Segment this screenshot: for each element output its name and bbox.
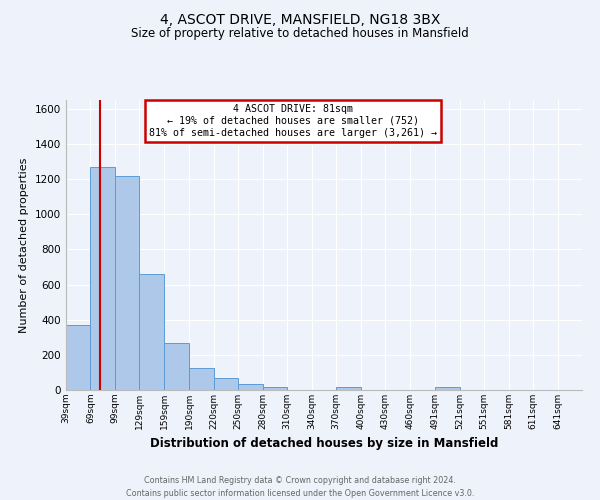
X-axis label: Distribution of detached houses by size in Mansfield: Distribution of detached houses by size … (150, 438, 498, 450)
Bar (435, 388, 460, 390)
Bar (336, 388, 361, 390)
Text: 4 ASCOT DRIVE: 81sqm
← 19% of detached houses are smaller (752)
81% of semi-deta: 4 ASCOT DRIVE: 81sqm ← 19% of detached h… (149, 104, 437, 138)
Text: Contains HM Land Registry data © Crown copyright and database right 2024.: Contains HM Land Registry data © Crown c… (144, 476, 456, 485)
Text: Contains public sector information licensed under the Open Government Licence v3: Contains public sector information licen… (126, 489, 474, 498)
Bar (164, 344, 189, 390)
Text: 4, ASCOT DRIVE, MANSFIELD, NG18 3BX: 4, ASCOT DRIVE, MANSFIELD, NG18 3BX (160, 12, 440, 26)
Y-axis label: Number of detached properties: Number of detached properties (19, 158, 29, 332)
Bar (91, 167, 115, 390)
Bar (66, 325, 91, 390)
Bar (214, 378, 238, 390)
Bar (238, 384, 263, 390)
Bar (263, 388, 287, 390)
Text: Size of property relative to detached houses in Mansfield: Size of property relative to detached ho… (131, 28, 469, 40)
Bar (139, 274, 164, 390)
Bar (115, 176, 139, 390)
Bar (189, 368, 214, 390)
